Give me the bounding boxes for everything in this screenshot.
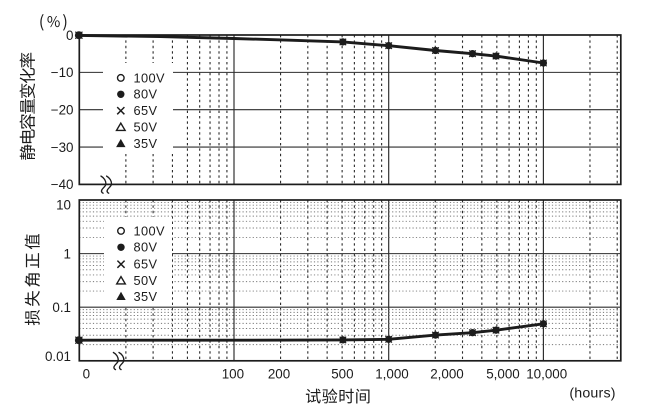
svg-text:80V: 80V — [134, 87, 158, 102]
svg-text:10,000: 10,000 — [526, 367, 567, 382]
svg-text:0: 0 — [66, 28, 73, 43]
svg-text:500: 500 — [331, 367, 353, 382]
svg-text:−30: −30 — [51, 140, 74, 155]
svg-text:(hours): (hours) — [569, 385, 615, 401]
svg-text:0.01: 0.01 — [45, 349, 71, 364]
svg-text:50V: 50V — [134, 120, 158, 135]
svg-text:10: 10 — [56, 198, 71, 213]
svg-text:0: 0 — [83, 367, 90, 382]
svg-text:80V: 80V — [134, 240, 158, 255]
svg-text:2,000: 2,000 — [430, 367, 464, 382]
svg-text:100V: 100V — [134, 223, 166, 238]
svg-text:5,000: 5,000 — [486, 367, 520, 382]
svg-text:−20: −20 — [51, 103, 74, 118]
svg-text:65V: 65V — [134, 257, 158, 272]
svg-text:35V: 35V — [134, 136, 158, 151]
svg-text:100V: 100V — [134, 70, 166, 85]
svg-text:−40: −40 — [51, 177, 74, 192]
svg-text:0.1: 0.1 — [52, 300, 71, 315]
svg-text:65V: 65V — [134, 103, 158, 118]
svg-text:35V: 35V — [134, 289, 158, 304]
svg-text:100: 100 — [222, 367, 244, 382]
svg-text:50V: 50V — [134, 273, 158, 288]
svg-text:−10: −10 — [51, 65, 74, 80]
svg-text:1,000: 1,000 — [375, 367, 409, 382]
svg-text:1: 1 — [64, 246, 71, 261]
svg-text:200: 200 — [268, 367, 290, 382]
